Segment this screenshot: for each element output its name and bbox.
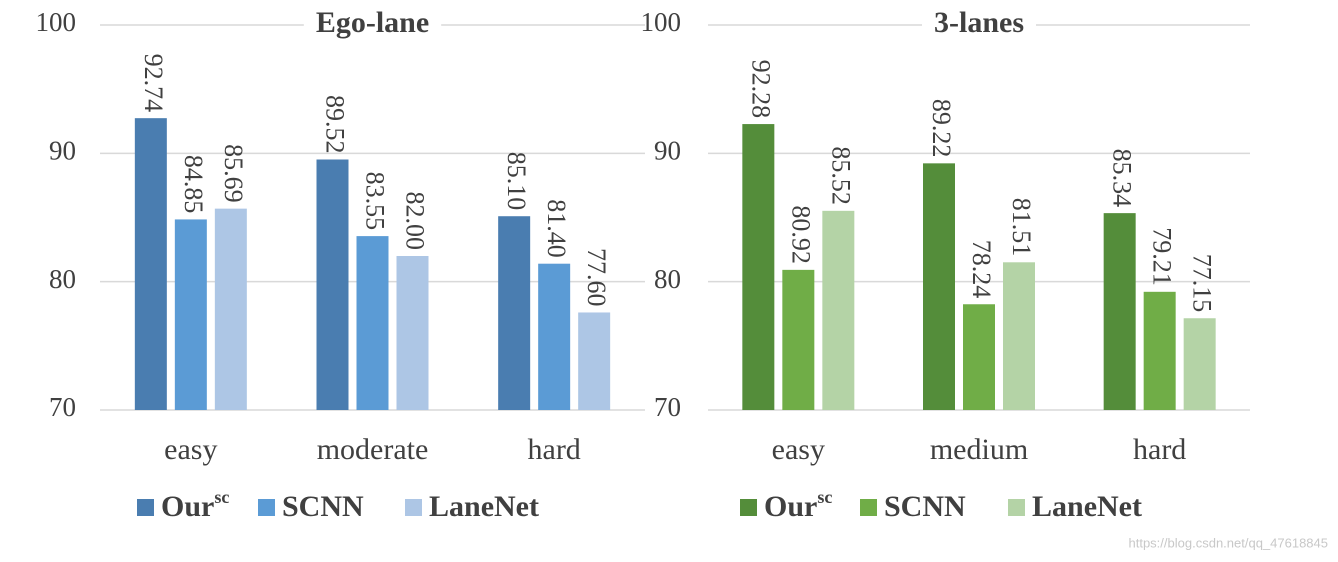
legend-label: SCNN: [282, 490, 364, 523]
value-label: 81.40: [542, 199, 571, 258]
value-label: 89.52: [321, 95, 350, 154]
x-tick-label: hard: [1133, 433, 1186, 466]
bar: [1103, 213, 1136, 410]
chart-title: 3-lanes: [934, 6, 1024, 39]
bar: [538, 263, 571, 410]
legend-name: SCNN: [282, 490, 364, 523]
bar: [963, 304, 995, 410]
bar: [578, 312, 611, 410]
bar: [742, 124, 775, 410]
legend-marker: [137, 499, 154, 516]
legend-name: Our: [161, 490, 214, 523]
bar: [1143, 291, 1176, 410]
legend-name: Our: [764, 490, 817, 523]
legend-marker: [405, 499, 422, 516]
value-label: 80.92: [786, 205, 815, 264]
value-label: 84.85: [179, 155, 208, 214]
bar: [316, 159, 349, 410]
bar: [396, 256, 429, 410]
legend-name: LaneNet: [429, 490, 539, 523]
legend-label: LaneNet: [1032, 490, 1142, 523]
bar: [356, 236, 389, 410]
legend-name: SCNN: [884, 490, 966, 523]
watermark: https://blog.csdn.net/qq_47618845: [1129, 535, 1329, 550]
bar: [134, 118, 167, 411]
bar: [214, 208, 247, 410]
y-tick-label: 100: [36, 7, 77, 37]
legend-label: Oursc: [161, 487, 229, 523]
legend-superscript: sc: [214, 487, 229, 507]
value-label: 85.52: [826, 146, 855, 205]
x-tick-label: easy: [164, 433, 217, 466]
value-label: 85.34: [1108, 149, 1137, 208]
x-tick-label: medium: [930, 433, 1028, 466]
y-tick-label: 70: [49, 392, 76, 422]
legend-name: LaneNet: [1032, 490, 1142, 523]
legend-superscript: sc: [817, 487, 832, 507]
bar: [1183, 318, 1216, 410]
legend-marker: [1008, 499, 1025, 516]
value-label: 81.51: [1007, 198, 1036, 257]
bar: [822, 210, 855, 410]
value-label: 78.24: [967, 240, 996, 299]
legend-marker: [740, 499, 757, 516]
title-background: [303, 5, 442, 39]
y-tick-label: 80: [654, 264, 681, 294]
value-label: 85.69: [219, 144, 248, 203]
x-tick-label: moderate: [317, 433, 429, 466]
y-tick-label: 100: [641, 7, 682, 37]
y-tick-label: 80: [49, 264, 76, 294]
y-tick-label: 70: [654, 392, 681, 422]
bar: [923, 163, 955, 410]
value-label: 83.55: [361, 172, 390, 231]
x-tick-label: easy: [772, 433, 825, 466]
x-tick-label: hard: [528, 433, 581, 466]
legend-label: Oursc: [764, 487, 832, 523]
value-label: 79.21: [1148, 227, 1177, 286]
value-label: 85.10: [502, 152, 531, 211]
bar: [1003, 262, 1035, 410]
bar: [174, 219, 207, 410]
bar: [498, 216, 531, 410]
value-label: 77.15: [1188, 254, 1217, 313]
legend-label: SCNN: [884, 490, 966, 523]
y-tick-label: 90: [49, 136, 76, 166]
value-label: 89.22: [927, 99, 956, 158]
legend-label: LaneNet: [429, 490, 539, 523]
legend-marker: [258, 499, 275, 516]
chart-title: Ego-lane: [316, 6, 429, 39]
title-background: [922, 5, 1036, 39]
value-label: 92.28: [746, 60, 775, 119]
value-label: 77.60: [582, 248, 611, 307]
value-label: 82.00: [401, 192, 430, 251]
y-tick-label: 90: [654, 136, 681, 166]
value-label: 92.74: [139, 54, 168, 113]
legend-marker: [860, 499, 877, 516]
bar: [782, 269, 815, 410]
